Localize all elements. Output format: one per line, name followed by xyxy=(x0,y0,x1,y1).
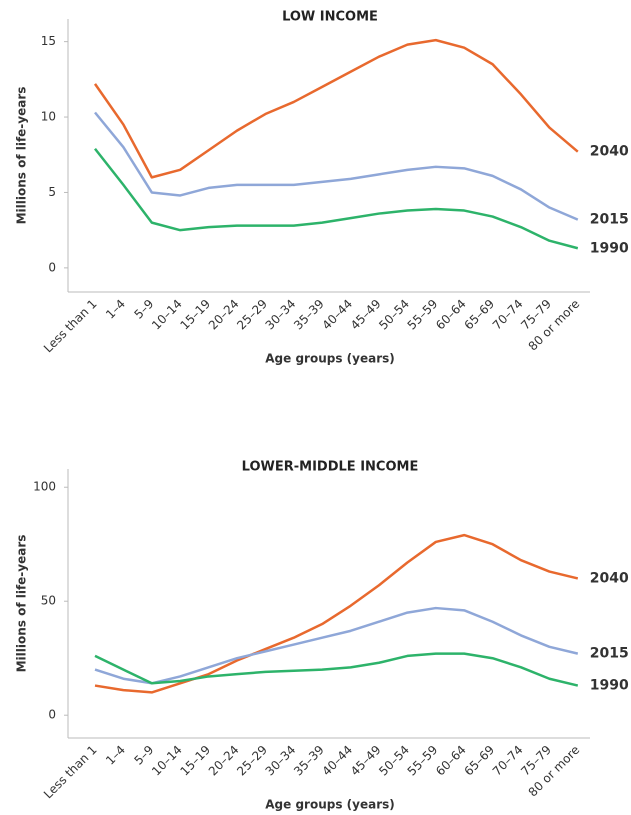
x-tick-label: 1–4 xyxy=(103,297,128,322)
x-tick-label: 45–49 xyxy=(348,297,384,333)
series-line xyxy=(94,111,579,221)
x-tick-label: 1–4 xyxy=(103,743,128,768)
x-tick-label: Less than 1 xyxy=(41,743,100,802)
x-tick-label: 50–54 xyxy=(376,297,412,333)
x-tick-label: 20–24 xyxy=(206,297,242,333)
x-tick-label: 20–24 xyxy=(206,743,242,779)
x-tick-label: 10–14 xyxy=(149,297,185,333)
y-axis-label: Millions of life-years xyxy=(15,87,29,225)
x-tick-label: 65–69 xyxy=(461,297,497,333)
series-line xyxy=(94,652,579,687)
series-label: 2040 xyxy=(590,144,629,160)
x-tick-label: 70–74 xyxy=(490,297,526,333)
x-tick-label: 40–44 xyxy=(319,297,355,333)
y-tick-label: 0 xyxy=(48,708,56,722)
x-tick-label: 15–19 xyxy=(177,297,213,333)
x-tick-label: Less than 1 xyxy=(41,297,100,356)
x-tick-label: 35–39 xyxy=(291,743,327,779)
series-label: 2015 xyxy=(590,212,629,228)
y-tick-label: 100 xyxy=(33,480,56,494)
x-tick-label: 60–64 xyxy=(433,297,469,333)
x-tick-label: 40–44 xyxy=(319,743,355,779)
x-tick-label: 70–74 xyxy=(490,743,526,779)
series-line xyxy=(93,38,579,179)
x-tick-label: 25–29 xyxy=(234,297,270,333)
x-axis-label: Age groups (years) xyxy=(265,798,395,812)
y-tick-label: 50 xyxy=(41,594,56,608)
y-tick-label: 5 xyxy=(48,185,56,199)
chart-title: LOWER-MIDDLE INCOME xyxy=(242,460,419,475)
x-axis-label: Age groups (years) xyxy=(265,352,395,366)
chart-title: LOW INCOME xyxy=(282,10,378,25)
series-label: 2015 xyxy=(590,646,629,662)
x-tick-label: 25–29 xyxy=(234,743,270,779)
x-tick-label: 10–14 xyxy=(149,743,185,779)
series-label: 1990 xyxy=(590,240,629,256)
x-tick-label: 55–59 xyxy=(405,297,441,333)
x-tick-label: 45–49 xyxy=(348,743,384,779)
x-tick-label: 50–54 xyxy=(376,743,412,779)
x-tick-label: 60–64 xyxy=(433,743,469,779)
series-line xyxy=(94,533,579,694)
series-label: 1990 xyxy=(590,678,629,694)
series-line xyxy=(94,147,579,250)
y-tick-label: 15 xyxy=(41,34,56,48)
x-tick-label: 35–39 xyxy=(291,297,327,333)
series-label: 2040 xyxy=(590,570,629,586)
y-tick-label: 10 xyxy=(41,110,56,124)
y-axis-label: Millions of life-years xyxy=(15,535,29,673)
x-tick-label: 65–69 xyxy=(461,743,497,779)
x-tick-label: 30–34 xyxy=(263,743,299,779)
x-tick-label: 15–19 xyxy=(177,743,213,779)
x-tick-label: 55–59 xyxy=(405,743,441,779)
y-tick-label: 0 xyxy=(48,260,56,274)
series-line xyxy=(94,606,579,685)
x-tick-label: 30–34 xyxy=(263,297,299,333)
